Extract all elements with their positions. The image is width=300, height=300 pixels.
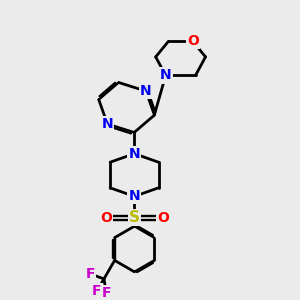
Text: O: O <box>157 211 169 225</box>
Text: S: S <box>129 210 140 225</box>
Text: N: N <box>128 147 140 161</box>
Text: O: O <box>100 211 112 225</box>
Text: N: N <box>101 117 113 131</box>
Text: N: N <box>128 189 140 203</box>
Text: N: N <box>160 68 172 83</box>
Text: F: F <box>102 286 111 300</box>
Text: O: O <box>187 34 199 48</box>
Text: F: F <box>86 267 95 281</box>
Text: N: N <box>140 84 152 98</box>
Text: F: F <box>92 284 102 298</box>
